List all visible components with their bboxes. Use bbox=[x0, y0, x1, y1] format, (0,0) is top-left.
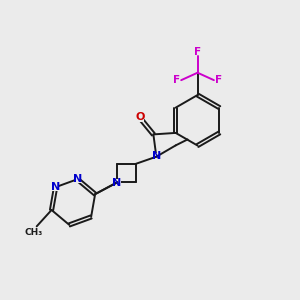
Text: F: F bbox=[215, 75, 222, 85]
Text: F: F bbox=[173, 75, 180, 85]
Text: N: N bbox=[112, 178, 122, 188]
Text: N: N bbox=[152, 151, 162, 161]
Text: CH₃: CH₃ bbox=[25, 228, 43, 237]
Bar bbox=[52, 184, 59, 191]
Bar bbox=[136, 114, 144, 122]
Bar bbox=[153, 153, 160, 160]
Text: N: N bbox=[73, 174, 82, 184]
Bar bbox=[74, 176, 81, 183]
Text: O: O bbox=[135, 112, 145, 122]
Text: N: N bbox=[51, 182, 60, 192]
Text: F: F bbox=[194, 47, 201, 57]
Bar bbox=[114, 179, 121, 185]
